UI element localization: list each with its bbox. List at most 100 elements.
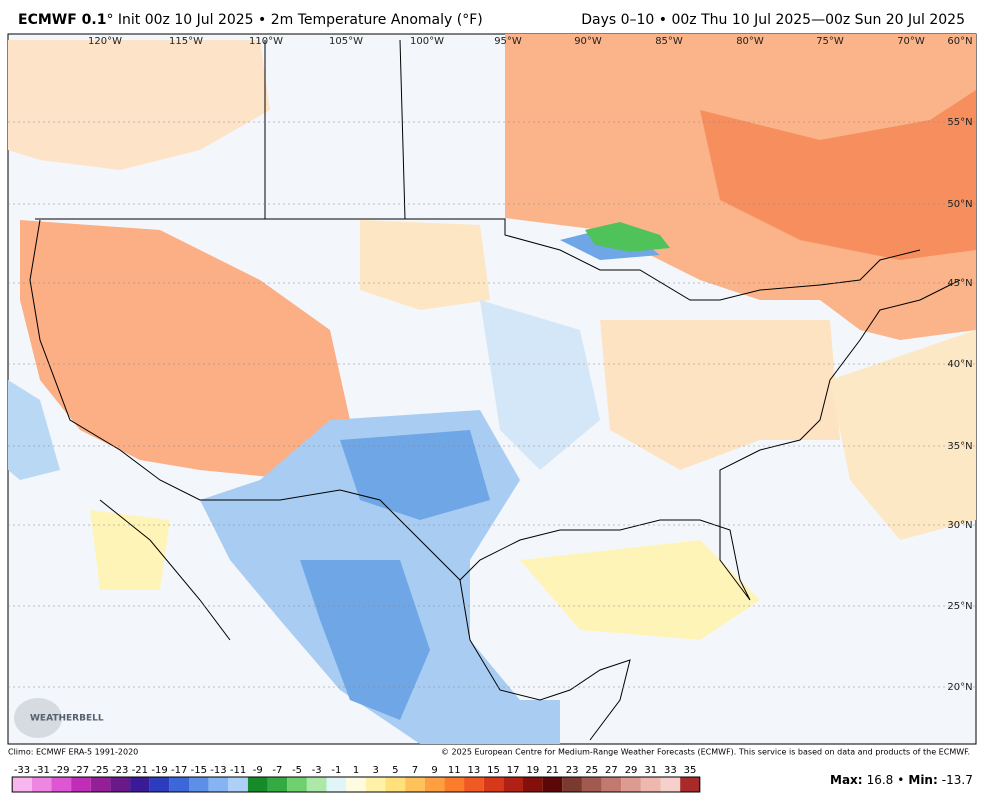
colorbar-label: 35 [684, 765, 697, 776]
colorbar-label: 27 [605, 765, 618, 776]
colorbar-bin [581, 777, 602, 792]
warm-area [520, 540, 760, 640]
colorbar-bin [12, 777, 32, 792]
lon-label: 70°W [897, 36, 925, 47]
colorbar-bin [680, 777, 700, 792]
colorbar-bin [483, 777, 504, 792]
title-right: Days 0–10 • 00z Thu 10 Jul 2025—00z Sun … [581, 12, 965, 28]
colorbar-bin [621, 777, 641, 792]
warm-area [20, 220, 350, 480]
graticule [8, 121, 976, 688]
colorbar-label: -13 [210, 765, 226, 776]
colorbar-label: -17 [171, 765, 187, 776]
colorbar-label: 23 [566, 765, 579, 776]
colorbar-label: 9 [431, 765, 437, 776]
colorbar-label: 3 [372, 765, 378, 776]
logo-mark [14, 698, 62, 738]
lon-label: 120°W [88, 36, 122, 47]
colorbar-bin [385, 777, 406, 792]
colorbar-bin [208, 777, 229, 792]
lat-label: 60°N [947, 36, 972, 47]
colorbar-bin [601, 777, 622, 792]
colorbar-bin [640, 777, 661, 792]
cool-area [8, 380, 60, 480]
climo-note: Climo: ECMWF ERA-5 1991-2020 [8, 748, 138, 757]
colorbar-label: 11 [448, 765, 461, 776]
colorbar-bin [149, 777, 170, 792]
min-value: -13.7 [942, 773, 973, 787]
colorbar-bin [287, 777, 307, 792]
colorbar-bin [228, 777, 248, 792]
colorbar-label: 1 [353, 765, 359, 776]
colorbar-label: -21 [132, 765, 148, 776]
colorbar-label: -31 [33, 765, 49, 776]
colorbar-bin [169, 777, 189, 792]
colorbar-bin [444, 777, 465, 792]
colorbar-bin [346, 777, 366, 792]
lon-label: 75°W [816, 36, 844, 47]
colorbar-label: 25 [585, 765, 598, 776]
lon-label: 115°W [169, 36, 203, 47]
colorbar-label: -23 [112, 765, 128, 776]
colorbar-label: -29 [53, 765, 69, 776]
colorbar-label: -5 [292, 765, 302, 776]
colorbar-label: 33 [664, 765, 677, 776]
logo: WEATHERBELL [30, 714, 104, 724]
colorbar-bin [562, 777, 582, 792]
colorbar-label: 29 [625, 765, 638, 776]
colorbar-label: 15 [487, 765, 500, 776]
copyright: © 2025 European Centre for Medium-Range … [441, 748, 970, 757]
max-label: Max: [830, 773, 863, 787]
min-label: Min: [908, 773, 937, 787]
colorbar-label: 17 [507, 765, 520, 776]
colorbar-label: 7 [412, 765, 418, 776]
warm-area [8, 40, 270, 170]
lon-label: 105°W [329, 36, 363, 47]
max-value: 16.8 [867, 773, 894, 787]
colorbar-bin [464, 777, 484, 792]
colorbar: -33 -31 -29 -27 -25 -23 -21 -19 -17 -15 -13 -11 -9 -7… [11, 765, 701, 793]
lon-label: 80°W [736, 36, 764, 47]
colorbar-bin [31, 777, 52, 792]
separator: • [897, 773, 904, 787]
colorbar-bin [189, 777, 209, 792]
colorbar-label: -7 [272, 765, 282, 776]
colorbar-label: 19 [526, 765, 539, 776]
lat-label: 55°N [947, 117, 972, 128]
warm-area [600, 320, 840, 470]
colorbar-label: 5 [392, 765, 398, 776]
colorbar-bin [424, 777, 445, 792]
colorbar-bin [542, 777, 563, 792]
lat-label: 20°N [947, 682, 972, 693]
warm-area [700, 90, 976, 260]
colorbar-bin [405, 777, 425, 792]
lon-label: 95°W [494, 36, 522, 47]
colorbar-bin [130, 777, 150, 792]
borders [29, 39, 961, 741]
colorbar-label: -9 [253, 765, 263, 776]
colorbar-label: 21 [546, 765, 559, 776]
colorbar-bin [110, 777, 131, 792]
colorbar-bin [267, 777, 288, 792]
lat-label: 50°N [947, 199, 972, 210]
colorbar-bin [51, 777, 72, 792]
cool-area [300, 560, 430, 720]
lat-label: 40°N [947, 359, 972, 370]
colorbar-bin [247, 777, 268, 792]
colorbar-label: -25 [92, 765, 108, 776]
lat-label: 45°N [947, 278, 972, 289]
colorbar-bin [306, 777, 327, 792]
lon-label: 110°W [249, 36, 283, 47]
colorbar-label: -33 [14, 765, 30, 776]
colorbar-bin [523, 777, 543, 792]
warm-area [90, 510, 170, 590]
stats: Max: 16.8 • Min: -13.7 [830, 773, 973, 787]
colorbar-bin [71, 777, 91, 792]
colorbar-label: 13 [468, 765, 481, 776]
lon-labels: 120°W 115°W 110°W 105°W 100°W 95°W 90°W 85°W 80°… [88, 36, 925, 47]
colorbar-label: -11 [230, 765, 246, 776]
cool-area [340, 430, 490, 520]
map: 120°W 115°W 110°W 105°W 100°W 95°W 90°W 85°W 80°… [7, 33, 977, 745]
cool-area [480, 300, 600, 470]
colorbar-label: -3 [312, 765, 322, 776]
